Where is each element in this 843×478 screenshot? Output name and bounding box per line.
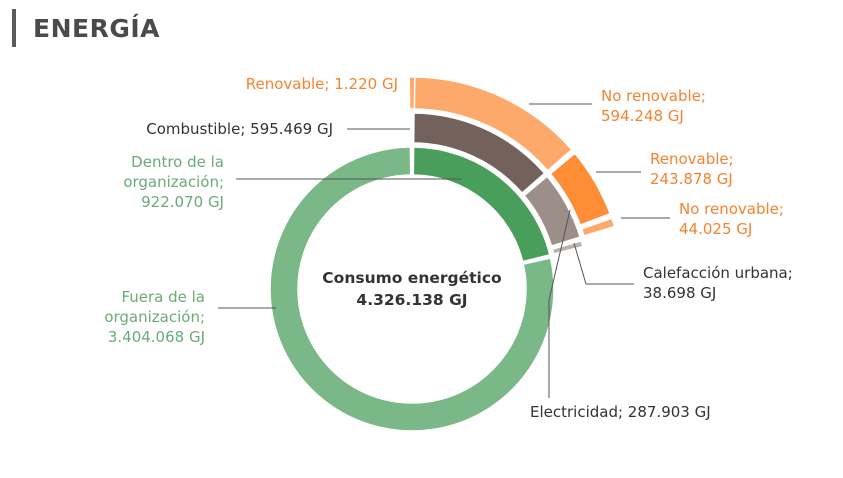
label-line: 243.878 GJ — [650, 170, 733, 188]
label-line: organización; — [123, 173, 224, 191]
middle-segment-combustible — [412, 112, 546, 195]
center-label: Consumo energético — [322, 269, 501, 287]
chart-leader-lines — [218, 103, 670, 398]
label-renovable_combustible: Renovable; 1.220 GJ — [246, 75, 398, 93]
label-calefaccion: Calefacción urbana; 38.698 GJ — [643, 264, 793, 302]
center-value: 4.326.138 GJ — [356, 291, 467, 309]
chart-rings — [269, 76, 616, 432]
label-line: organización; — [104, 308, 205, 326]
label-renovable_electricidad: Renovable; 243.878 GJ — [650, 150, 734, 188]
inner-segment-fuera — [269, 146, 555, 432]
label-line: 922.070 GJ — [141, 193, 224, 211]
label-line: Calefacción urbana; — [643, 264, 793, 282]
label-line: Renovable; — [650, 150, 734, 168]
section-title: ENERGÍA — [33, 13, 160, 43]
label-line: Electricidad; 287.903 GJ — [530, 403, 711, 421]
label-line: No renovable; — [601, 87, 706, 105]
label-line: 594.248 GJ — [601, 107, 684, 125]
label-line: 38.698 GJ — [643, 284, 716, 302]
outer-segment-no_renovable_electricidad — [580, 217, 616, 237]
label-combustible: Combustible; 595.469 GJ — [146, 120, 333, 138]
outer-segment-renovable_electricidad — [549, 152, 612, 227]
label-fuera: Fuera de la organización; 3.404.068 GJ — [104, 288, 205, 346]
label-dentro: Dentro de la organización; 922.070 GJ — [123, 153, 224, 211]
label-line: Renovable; 1.220 GJ — [246, 75, 398, 93]
label-line: Fuera de la — [121, 288, 205, 306]
label-line: 44.025 GJ — [679, 220, 752, 238]
section-header: ENERGÍA — [12, 9, 160, 47]
label-line: Combustible; 595.469 GJ — [146, 120, 333, 138]
chart-labels: Dentro de la organización; 922.070 GJ Fuera… — [104, 75, 792, 421]
label-electricidad: Electricidad; 287.903 GJ — [530, 403, 711, 421]
label-no_renovable_combustible: No renovable; 594.248 GJ — [601, 87, 706, 125]
label-line: 3.404.068 GJ — [108, 328, 205, 346]
outer-segment-no_renovable_combustible — [413, 76, 573, 172]
inner-segment-dentro — [412, 146, 551, 263]
leader-line-electricidad — [548, 209, 571, 398]
leader-line-calefaccion — [573, 242, 634, 285]
label-no_renovable_electricidad: No renovable; 44.025 GJ — [679, 200, 784, 238]
label-line: No renovable; — [679, 200, 784, 218]
label-line: Dentro de la — [131, 153, 224, 171]
